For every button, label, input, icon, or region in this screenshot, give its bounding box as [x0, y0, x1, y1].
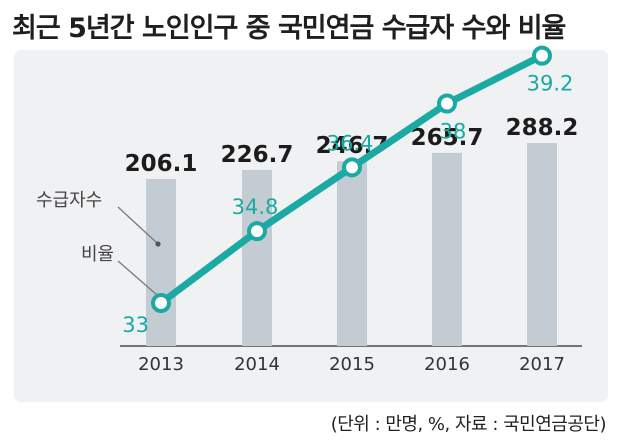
rate-value-label: 38 [440, 120, 467, 144]
plot-panel [14, 50, 608, 402]
rate-point-2013 [151, 293, 171, 313]
bar-2015 [337, 161, 367, 346]
bar-value-label: 288.2 [506, 115, 579, 141]
x-tick-label: 2017 [519, 354, 565, 375]
x-tick-label: 2013 [138, 354, 184, 375]
chart-title: 최근 5년간 노인인구 중 국민연금 수급자 수와 비율 [12, 13, 566, 44]
x-tick-label: 2016 [424, 354, 470, 375]
rate-point-2015 [342, 157, 362, 178]
rate-value-label: 39.2 [527, 72, 574, 96]
bar-2013 [146, 179, 176, 346]
source-note: (단위 : 만명, %, 자료 : 국민연금공단) [330, 414, 607, 435]
legend-dot-bar [155, 241, 161, 247]
bar-2014 [242, 169, 272, 346]
bar-2017 [527, 143, 557, 346]
rate-value-label: 33 [122, 313, 149, 337]
rate-value-label: 36.4 [327, 131, 374, 155]
legend-leader-bar [117, 206, 158, 244]
bar-2016 [432, 152, 462, 346]
legend-leader-line [117, 260, 158, 296]
x-tick-label: 2015 [329, 354, 375, 375]
rate-point-2016 [437, 93, 457, 114]
x-tick-label: 2014 [234, 354, 280, 375]
rate-point-2014 [247, 221, 267, 242]
rate-point-2017 [532, 45, 552, 66]
bar-value-label: 265.7 [411, 125, 484, 151]
bar-value-label: 226.7 [221, 142, 294, 168]
legend-label-line: 비율 [81, 244, 114, 265]
bar-value-label: 206.1 [125, 151, 198, 177]
legend-label-bar: 수급자수 [36, 190, 102, 211]
rate-value-label: 34.8 [232, 195, 279, 219]
